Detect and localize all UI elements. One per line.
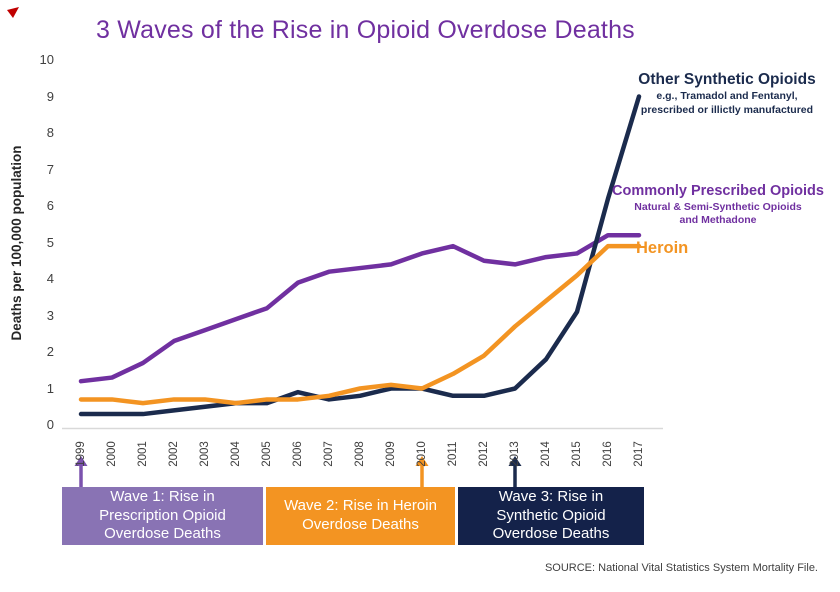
chart-title: 3 Waves of the Rise in Opioid Overdose D… [96,16,635,44]
y-tick-6: 6 [46,198,54,213]
red-corner-mark-icon [7,7,19,18]
series-line-heroin [78,243,642,406]
y-tick-9: 9 [46,88,54,104]
annotation-prescribed-subtitle-line1: Natural & Semi-Synthetic Opioids [634,200,802,213]
wave1-label-box: Wave 1: Rise in Prescription Opioid Over… [62,487,263,545]
annotation-prescribed-title: Commonly Prescribed Opioids [612,183,824,199]
wave1-text-line3: Overdose Deaths [104,525,221,543]
y-tick-7: 7 [46,161,54,177]
wave3-text-line2: Synthetic Opioid [496,506,606,524]
annotation-heroin: Heroin [636,239,689,257]
annotation-synthetic-subtitle-line1: e.g., Tramadol and Fentanyl, [656,90,798,103]
annotation-commonly-prescribed-opioids: Commonly Prescribed Opioids Natural & Se… [604,182,832,228]
y-tick-0: 0 [46,417,54,432]
wave3-text-line1: Wave 3: Rise in [498,487,604,505]
y-tick-5: 5 [46,234,54,250]
y-tick-8: 8 [46,125,54,140]
annotation-synthetic-title: Other Synthetic Opioids [638,71,816,88]
y-tick-4: 4 [46,271,54,286]
y-tick-10: 10 [39,52,54,67]
annotation-other-synthetic-opioids: Other Synthetic Opioids e.g., Tramadol a… [623,70,831,117]
wave3-label-box: Wave 3: Rise in Synthetic Opioid Overdos… [458,487,644,545]
wave2-label-box: Wave 2: Rise in Heroin Overdose Deaths [266,487,455,545]
annotation-prescribed-subtitle-line2: and Methadone [679,214,757,227]
wave3-year-arrow-icon [508,456,522,488]
y-tick-3: 3 [46,307,54,323]
y-tick-1: 1 [46,380,54,396]
wave1-year-arrow-icon [74,456,88,488]
wave2-text-line2: Overdose Deaths [302,516,419,533]
wave2-year-arrow-icon [415,456,429,488]
wave2-text-line1: Wave 2: Rise in Heroin [284,497,437,515]
annotation-synthetic-subtitle-line2: prescribed or illictly manufactured [640,103,814,116]
source-attribution: SOURCE: National Vital Statistics System… [544,562,818,574]
series-line-other-synthetic-opioids [78,94,642,417]
wave3-text-line3: Overdose Deaths [492,525,610,543]
y-tick-2: 2 [46,344,54,359]
wave1-text-line1: Wave 1: Rise in [110,487,215,505]
series-line-commonly-prescribed-opioids [78,232,642,384]
wave1-text-line2: Prescription Opioid [99,506,226,524]
x-tick-2017: 2017 [633,441,645,467]
